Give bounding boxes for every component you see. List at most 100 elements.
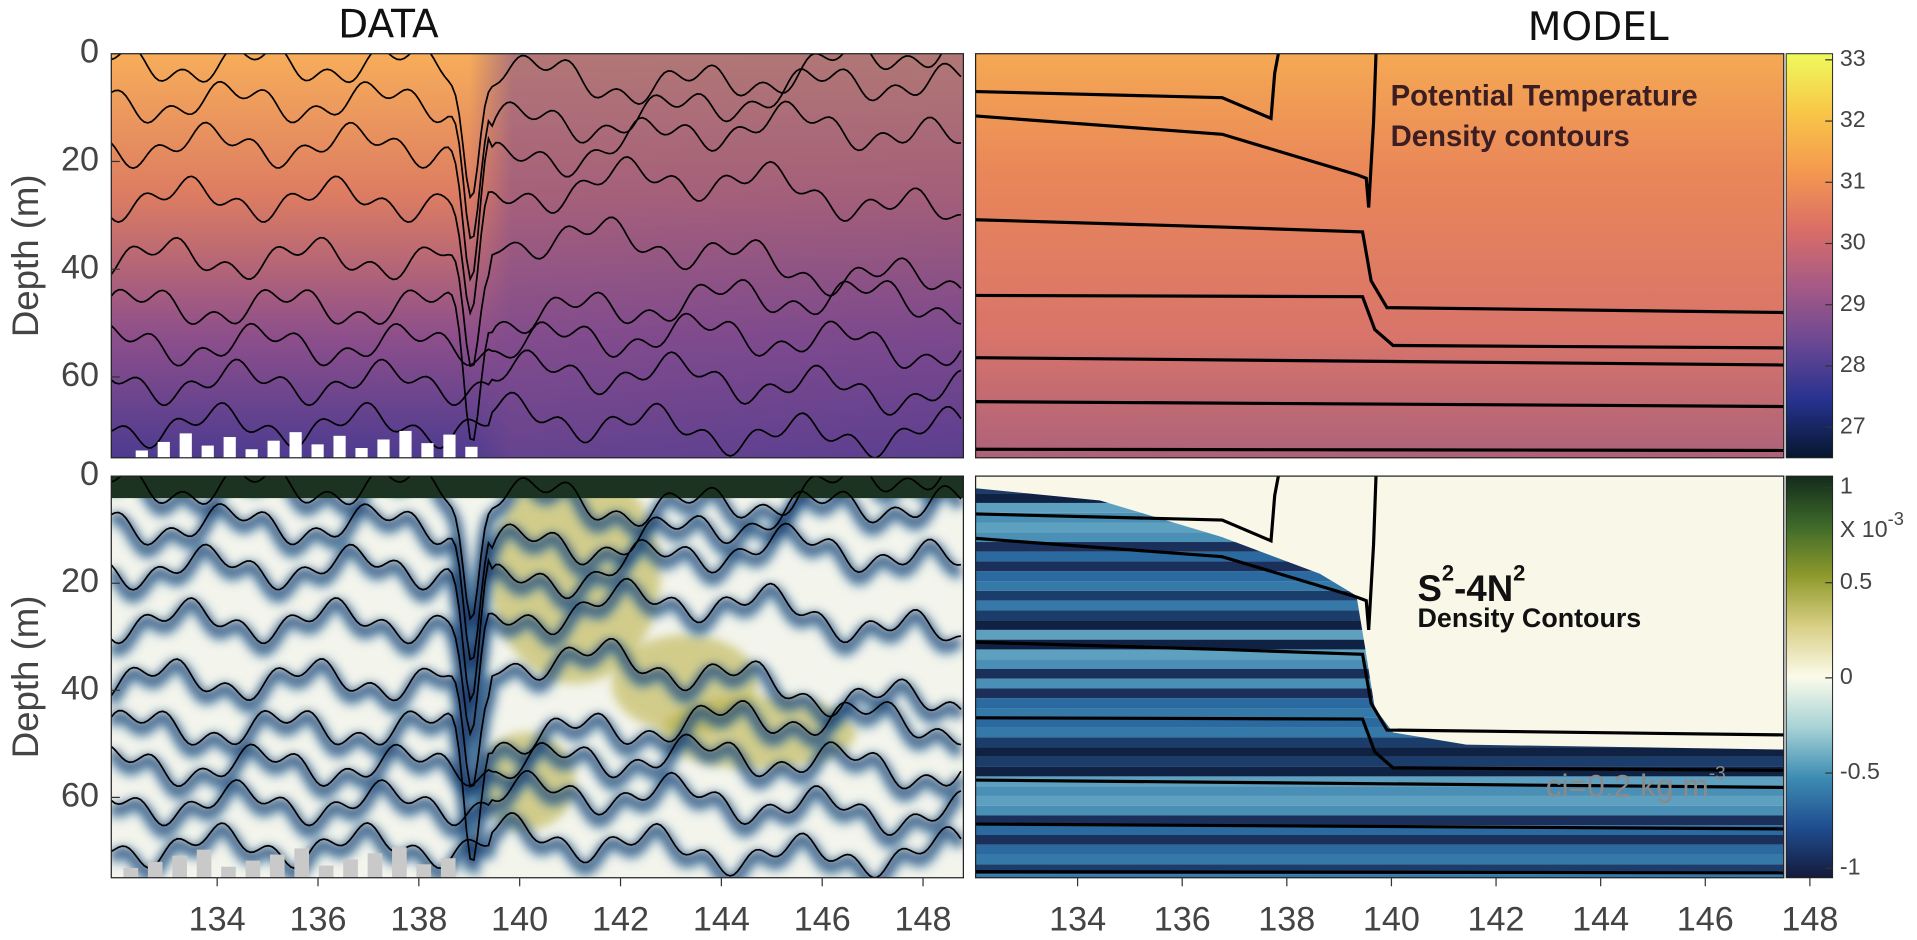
colorbar-tick-label: 29: [1840, 290, 1866, 316]
heatmap-band: [975, 835, 1784, 845]
superscript: -3: [1888, 508, 1904, 529]
density-contour: [975, 778, 1784, 789]
density-contour: [111, 580, 962, 750]
annotation: Density contours: [1391, 120, 1630, 153]
density-contour: [111, 772, 963, 843]
annotation-text: S: [1418, 568, 1442, 609]
density-contour: [975, 640, 1784, 737]
density-contour: [111, 62, 962, 240]
x-tick-label: 134: [1049, 901, 1106, 939]
density-contour: [111, 637, 962, 788]
colorbar-tick-label: -0.5: [1840, 758, 1880, 784]
colorbar-tick-label: 0: [1840, 663, 1853, 689]
x-tick-label: 136: [289, 901, 346, 939]
multiplier-text: X 10: [1840, 516, 1888, 542]
density-contour: [111, 100, 962, 282]
density-contour: [111, 814, 964, 878]
plot-frame: [110, 475, 964, 879]
y-tick-label: 0: [80, 33, 99, 71]
density-contour: [975, 870, 1784, 875]
missing-data: [318, 865, 334, 878]
x-tick-label: 146: [1677, 901, 1734, 939]
density-contour: [975, 53, 1378, 208]
colorbar-tick-label: 31: [1840, 167, 1866, 193]
y-axis-label: Depth (m): [5, 174, 46, 337]
missing-data: [267, 440, 280, 458]
density-contour: [975, 293, 1784, 350]
colorbar-multiplier: X 10-3: [1840, 508, 1904, 542]
annotation-text: Density contours: [1391, 120, 1630, 153]
heatmap-band: [975, 854, 1784, 865]
missing-data: [196, 849, 212, 878]
missing-data: [333, 435, 346, 458]
missing-data: [443, 434, 456, 458]
density-contour: [975, 447, 1784, 453]
density-contour: [111, 522, 962, 703]
colorbar-tick-label: -1: [1840, 853, 1861, 879]
missing-data: [421, 443, 434, 458]
heatmap-band: [975, 815, 1784, 826]
missing-data: [221, 866, 236, 878]
x-tick-label: 140: [491, 901, 548, 939]
panel-title: MODEL: [1528, 5, 1669, 50]
colorbar-tick-label: 27: [1840, 412, 1866, 438]
annotation-text: Potential Temperature: [1391, 79, 1698, 112]
x-tick-label: 138: [1258, 901, 1315, 939]
density-contour: [111, 487, 964, 670]
colorbar: [1785, 53, 1834, 459]
heatmap-field: [975, 53, 1784, 458]
y-axis-label: Depth (m): [5, 596, 46, 759]
x-tick-label: 144: [693, 901, 750, 939]
density-contour: [111, 53, 943, 200]
y-tick-label: 40: [61, 669, 99, 707]
density-contour: [975, 218, 1784, 315]
x-tick-label: 142: [1468, 901, 1525, 939]
annotation: Density Contours: [1418, 603, 1642, 633]
y-tick-label: 60: [61, 776, 99, 814]
density-contour: [111, 577, 962, 737]
missing-data: [355, 448, 368, 458]
heatmap-field: [111, 476, 964, 878]
x-tick-label: 146: [794, 901, 851, 939]
density-contour: [111, 391, 962, 458]
density-contour: [975, 476, 1378, 631]
colorbar-tick-label: 32: [1840, 106, 1866, 132]
missing-data: [294, 848, 310, 878]
density-contour: [975, 400, 1784, 409]
annotation-text: Density Contours: [1418, 603, 1642, 633]
density-contour: [111, 736, 964, 797]
plot-frame: [110, 53, 964, 459]
density-contour: [111, 279, 962, 442]
density-contour: [111, 312, 962, 369]
heatmap-band: [975, 795, 1784, 806]
colorbar-tick-label: 0.5: [1840, 568, 1872, 594]
heatmap: [111, 476, 964, 878]
density-contour: [111, 733, 962, 790]
missing-data: [399, 430, 412, 458]
density-contour: [111, 812, 962, 878]
missing-data: [311, 444, 324, 458]
heatmap-band: [975, 805, 1784, 816]
colorbar: [1785, 475, 1834, 879]
density-contour: [111, 476, 943, 621]
y-tick-label: 20: [61, 140, 99, 178]
missing-data: [147, 861, 163, 878]
x-tick-label: 148: [1781, 901, 1838, 939]
missing-data: [289, 432, 302, 458]
heatmap-band: [975, 864, 1784, 875]
heatmap-band: [975, 747, 1784, 757]
x-tick-label: 136: [1154, 901, 1211, 939]
missing-data: [201, 445, 214, 458]
x-tick-label: 134: [189, 901, 246, 939]
density-contour: [975, 822, 1784, 831]
superscript: -3: [1709, 763, 1726, 784]
heatmap-band: [975, 727, 1784, 738]
annotation: ci=0.2 kg m-3: [1546, 763, 1726, 804]
missing-data: [343, 859, 358, 878]
missing-data: [440, 858, 456, 878]
density-contour: [111, 700, 962, 862]
x-tick-label: 148: [895, 901, 952, 939]
superscript: 2: [1513, 560, 1525, 585]
heatmap-band: [975, 786, 1784, 796]
plot-frame: [974, 53, 1785, 459]
